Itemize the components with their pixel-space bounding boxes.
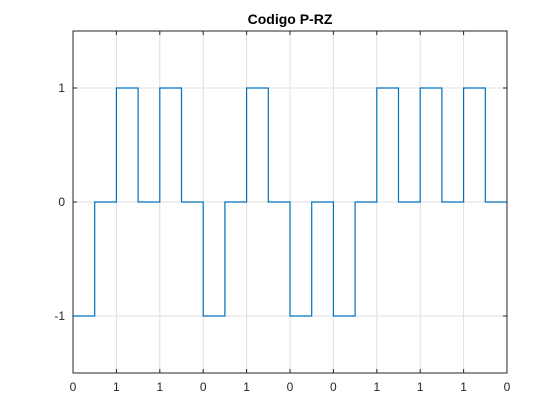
x-tick-label: 1 [113,380,120,394]
y-tick-label: -1 [54,309,65,323]
y-tick-labels: -1 0 1 [54,81,65,323]
x-tick-labels: 0 1 1 0 1 0 0 1 1 1 0 [70,380,511,394]
chart-title: Codigo P-RZ [248,11,333,27]
x-tick-label: 1 [373,380,380,394]
x-tick-label: 1 [417,380,424,394]
x-tick-label: 0 [504,380,511,394]
x-tick-label: 0 [200,380,207,394]
x-tick-label: 1 [156,380,163,394]
axes-frame [72,30,508,374]
x-tick-label: 1 [460,380,467,394]
y-tick-label: 1 [58,81,65,95]
x-tick-label: 0 [287,380,294,394]
y-tick-label: 0 [58,195,65,209]
x-tick-label: 0 [70,380,77,394]
x-tick-label: 1 [243,380,250,394]
signal-series-line [73,87,507,317]
x-tick-label: 0 [330,380,337,394]
